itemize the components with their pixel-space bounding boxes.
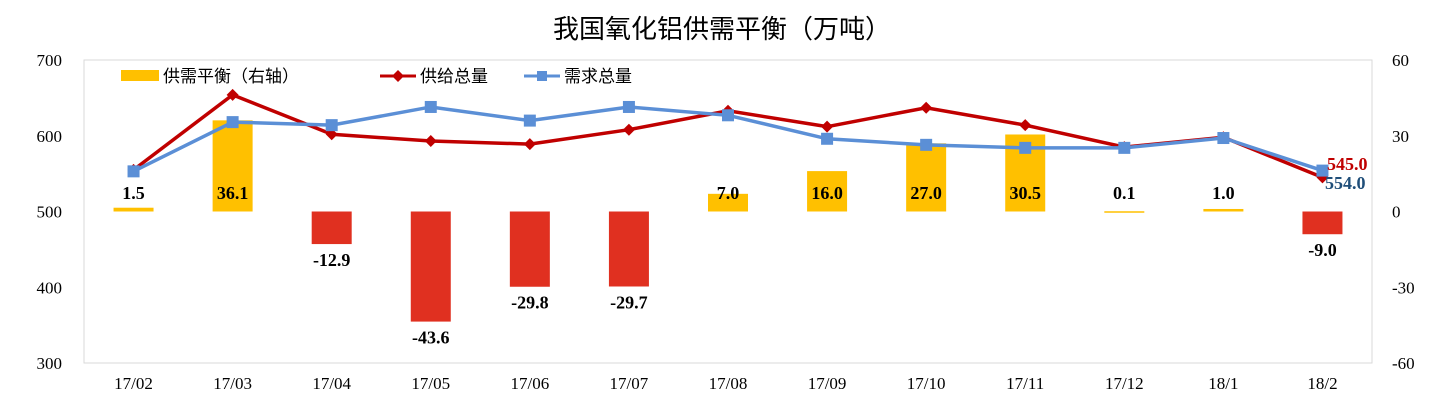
legend-label: 供需平衡（右轴） <box>163 67 299 87</box>
chart-title: 我国氧化铝供需平衡（万吨） <box>553 15 891 45</box>
x-axis-tick: 17/09 <box>808 374 847 393</box>
legend-label: 需求总量 <box>564 67 632 87</box>
right-axis-tick: -60 <box>1392 354 1415 373</box>
bar <box>807 171 848 212</box>
supply-point <box>424 135 437 148</box>
left-axis-tick: 600 <box>37 127 63 146</box>
demand-point <box>1316 164 1329 177</box>
supply-point <box>226 88 239 101</box>
bar <box>509 211 550 287</box>
supply-point <box>821 120 834 133</box>
x-axis-tick: 17/12 <box>1105 374 1144 393</box>
bar-data-label: -43.6 <box>412 328 450 348</box>
bar <box>906 143 947 212</box>
x-axis-tick: 17/04 <box>312 374 351 393</box>
x-axis-tick: 17/02 <box>114 374 153 393</box>
demand-point <box>226 116 239 129</box>
bar-data-label: 27.0 <box>910 183 942 203</box>
bar-data-label: -29.7 <box>610 292 648 312</box>
plot-area <box>83 59 1373 364</box>
demand-point <box>523 114 536 127</box>
x-axis-tick: 17/11 <box>1006 374 1044 393</box>
x-axis-tick: 17/03 <box>213 374 252 393</box>
legend-supply-marker <box>392 70 404 82</box>
bar-data-label: 1.5 <box>122 183 145 203</box>
bar-data-label: -29.8 <box>511 293 549 313</box>
left-axis-tick: 300 <box>37 354 63 373</box>
bar <box>1104 211 1145 213</box>
bar-data-label: 1.0 <box>1212 183 1235 203</box>
demand-point <box>1217 132 1230 145</box>
x-axis-tick: 17/05 <box>411 374 450 393</box>
bar <box>708 193 748 212</box>
demand-end-label: 554.0 <box>1325 173 1366 193</box>
bar <box>212 120 253 212</box>
supply-point <box>1019 119 1032 132</box>
left-axis-tick: 500 <box>37 203 63 222</box>
bar-data-label: 0.1 <box>1113 183 1136 203</box>
x-axis-tick: 17/10 <box>907 374 946 393</box>
supply-point <box>920 101 933 114</box>
demand-point <box>821 132 834 145</box>
bar <box>410 211 451 322</box>
left-axis-tick: 400 <box>37 278 63 297</box>
demand-point <box>622 100 635 113</box>
bar <box>608 211 649 287</box>
bar <box>1302 211 1343 235</box>
bar-data-label: -9.0 <box>1308 240 1337 260</box>
bar-data-label: 7.0 <box>717 183 740 203</box>
demand-point <box>920 138 933 151</box>
supply-end-label: 545.0 <box>1327 154 1368 174</box>
supply-point <box>523 138 536 151</box>
demand-point <box>722 109 734 122</box>
right-axis-tick: -30 <box>1392 278 1415 297</box>
bar-data-label: 16.0 <box>811 183 843 203</box>
right-axis-tick: 0 <box>1392 203 1401 222</box>
demand-point <box>1118 141 1131 154</box>
demand-point <box>1019 141 1032 154</box>
right-axis-tick: 60 <box>1392 51 1409 70</box>
x-axis-tick: 17/06 <box>510 374 549 393</box>
bar-data-label: 30.5 <box>1009 183 1041 203</box>
demand-point <box>325 119 338 132</box>
bar <box>113 207 154 212</box>
legend-demand-marker <box>537 71 547 81</box>
demand-point <box>424 100 437 113</box>
supply-point <box>622 123 635 136</box>
right-axis-tick: 30 <box>1392 127 1409 146</box>
supply-point <box>325 128 338 141</box>
x-axis-tick: 18/2 <box>1307 374 1337 393</box>
left-axis-tick: 700 <box>37 51 63 70</box>
bar-data-label: -12.9 <box>313 250 351 270</box>
x-axis-tick: 18/1 <box>1208 374 1238 393</box>
demand-point <box>127 165 140 178</box>
bar <box>1203 208 1244 212</box>
x-axis-tick: 17/08 <box>709 374 748 393</box>
legend-label: 供给总量 <box>420 67 488 87</box>
bar <box>311 211 352 245</box>
bar-data-label: 36.1 <box>217 183 249 203</box>
x-axis-tick: 17/07 <box>610 374 649 393</box>
legend-bar-swatch <box>121 70 159 81</box>
